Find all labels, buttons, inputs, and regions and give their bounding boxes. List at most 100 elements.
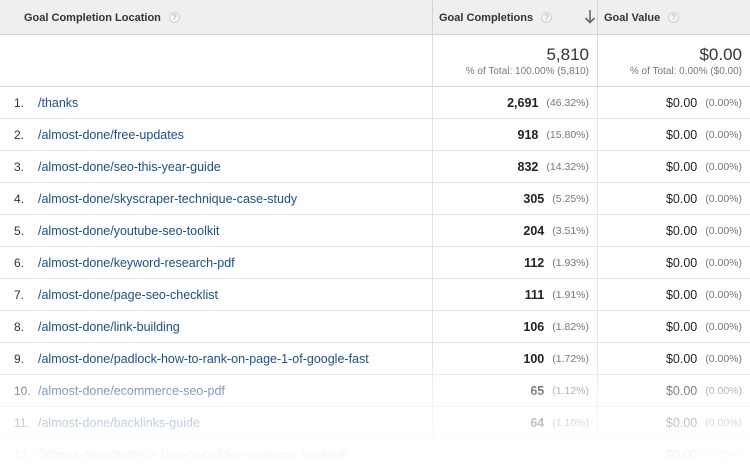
row-index: 6.	[14, 256, 25, 270]
completions-value: 204	[523, 224, 545, 238]
header-location-label: Goal Completion Location	[24, 11, 161, 24]
completions-cell	[432, 439, 597, 471]
table-row: 12. /almost-done/padlock-how-to-build-a-a…	[0, 439, 750, 471]
row-index: 7.	[14, 288, 25, 302]
location-link[interactable]: /thanks	[38, 96, 79, 110]
location-cell: 8. /almost-done/link-building	[0, 311, 432, 343]
table-row: 4. /almost-done/skyscraper-technique-case…	[0, 183, 750, 215]
completions-pct: (14.32%)	[546, 161, 589, 173]
location-cell: 2. /almost-done/free-updates	[0, 119, 432, 151]
value-cell: $0.00 (0.00%)	[597, 151, 750, 183]
header-goal-value[interactable]: Goal Value ?	[597, 0, 750, 35]
completions-cell: 2,691 (46.32%)	[432, 87, 597, 119]
goal-value-pct: (0.00%)	[705, 353, 742, 365]
value-cell: $0.00 (0.00%)	[597, 311, 750, 343]
completions-cell: 100 (1.72%)	[432, 343, 597, 375]
value-cell: $0.00 (0.00%)	[597, 439, 750, 471]
completions-pct: (3.51%)	[552, 225, 589, 237]
row-index: 9.	[14, 352, 25, 366]
totals-empty	[0, 35, 432, 87]
location-link[interactable]: /almost-done/backlinks-guide	[38, 416, 200, 430]
location-cell: 3. /almost-done/seo-this-year-guide	[0, 151, 432, 183]
goal-value-pct: (0.00%)	[705, 129, 742, 141]
table-row: 11. /almost-done/backlinks-guide 64 (1.10%)…	[0, 407, 750, 439]
row-index: 4.	[14, 192, 25, 206]
value-cell: $0.00 (0.00%)	[597, 343, 750, 375]
value-cell: $0.00 (0.00%)	[597, 279, 750, 311]
completions-pct: (1.72%)	[552, 353, 589, 365]
location-link[interactable]: /almost-done/seo-this-year-guide	[38, 160, 221, 174]
location-cell: 7. /almost-done/page-seo-checklist	[0, 279, 432, 311]
help-circle-icon[interactable]: ?	[168, 12, 180, 23]
row-index: 11.	[14, 416, 30, 430]
totals-completions: 5,810 % of Total: 100.00% (5,810)	[432, 35, 597, 87]
location-link[interactable]: /almost-done/youtube-seo-toolkit	[38, 224, 220, 238]
table-row: 6. /almost-done/keyword-research-pdf 112 (1…	[0, 247, 750, 279]
location-link[interactable]: /almost-done/link-building	[38, 320, 180, 334]
completions-value: 65	[530, 384, 545, 398]
goal-value-pct: (0.00%)	[705, 193, 742, 205]
value-cell: $0.00 (0.00%)	[597, 247, 750, 279]
goal-value: $0.00	[665, 192, 698, 206]
table-row: 3. /almost-done/seo-this-year-guide 832 (14…	[0, 151, 750, 183]
completions-value: 305	[523, 192, 545, 206]
row-index: 12.	[14, 448, 31, 462]
header-value-label: Goal Value	[604, 11, 661, 24]
completions-cell: 64 (1.10%)	[432, 407, 597, 439]
header-completions-label: Goal Completions	[439, 11, 534, 24]
completions-value: 918	[517, 128, 539, 142]
totals-row: 5,810 % of Total: 100.00% (5,810) $0.00 …	[0, 35, 750, 87]
location-link[interactable]: /almost-done/padlock-how-to-rank-on-page…	[38, 352, 369, 366]
value-cell: $0.00 (0.00%)	[597, 375, 750, 407]
total-value-amount: $0.00	[699, 45, 742, 64]
totals-value: $0.00 % of Total: 0.00% ($0.00)	[597, 35, 750, 87]
header-location[interactable]: Goal Completion Location ?	[0, 0, 432, 35]
table-row: 8. /almost-done/link-building 106 (1.82%) $0…	[0, 311, 750, 343]
location-cell: 10. /almost-done/ecommerce-seo-pdf	[0, 375, 432, 407]
goal-value: $0.00	[665, 160, 698, 174]
value-cell: $0.00 (0.00%)	[597, 407, 750, 439]
location-link[interactable]: /almost-done/skyscraper-technique-case-s…	[38, 192, 298, 206]
arrow-down-icon[interactable]	[583, 9, 597, 25]
help-circle-icon[interactable]: ?	[668, 12, 680, 23]
completions-value: 832	[517, 160, 539, 174]
completions-value: 2,691	[507, 96, 539, 110]
completions-pct: (1.10%)	[552, 417, 589, 429]
table-row: 1. /thanks 2,691 (46.32%) $0.00 (0.00%)	[0, 87, 750, 119]
header-goal-completions[interactable]: Goal Completions ?	[432, 0, 597, 35]
location-link[interactable]: /almost-done/keyword-research-pdf	[38, 256, 235, 270]
total-completions-pct: % of Total: 100.00% (5,810)	[465, 66, 589, 77]
help-circle-icon[interactable]: ?	[541, 12, 553, 23]
location-link[interactable]: /almost-done/free-updates	[38, 128, 184, 142]
location-cell: 9. /almost-done/padlock-how-to-rank-on-pa…	[0, 343, 432, 375]
goal-value: $0.00	[665, 128, 698, 142]
goal-value: $0.00	[665, 256, 698, 270]
goal-value-pct: (0.00%)	[705, 417, 742, 429]
completions-cell: 204 (3.51%)	[432, 215, 597, 247]
location-link[interactable]: /almost-done/ecommerce-seo-pdf	[38, 384, 225, 398]
goal-value-pct: (0.00%)	[705, 161, 742, 173]
completions-cell: 112 (1.93%)	[432, 247, 597, 279]
completions-value: 112	[524, 256, 545, 270]
value-cell: $0.00 (0.00%)	[597, 215, 750, 247]
table-body: 1. /thanks 2,691 (46.32%) $0.00 (0.00%) 2. /alm…	[0, 87, 750, 471]
completions-cell: 65 (1.12%)	[432, 375, 597, 407]
completions-pct: (15.80%)	[546, 129, 589, 141]
goal-value-pct: (0.00%)	[705, 97, 742, 109]
row-index: 2.	[14, 128, 25, 142]
location-link[interactable]: /almost-done/padlock-how-to-build-a-awes…	[38, 448, 348, 462]
table-header: Goal Completion Location ? Goal Completi…	[0, 0, 750, 35]
row-index: 8.	[14, 320, 25, 334]
goal-value: $0.00	[665, 384, 698, 398]
row-index: 3.	[14, 160, 25, 174]
completions-pct: (1.82%)	[552, 321, 589, 333]
completions-value: 100	[523, 352, 545, 366]
location-link[interactable]: /almost-done/page-seo-checklist	[38, 288, 218, 302]
goal-value: $0.00	[665, 288, 698, 302]
completions-value: 111	[524, 288, 545, 302]
completions-pct: (1.91%)	[552, 289, 589, 301]
completions-cell: 832 (14.32%)	[432, 151, 597, 183]
total-value-pct: % of Total: 0.00% ($0.00)	[629, 66, 742, 77]
goal-value: $0.00	[665, 352, 698, 366]
